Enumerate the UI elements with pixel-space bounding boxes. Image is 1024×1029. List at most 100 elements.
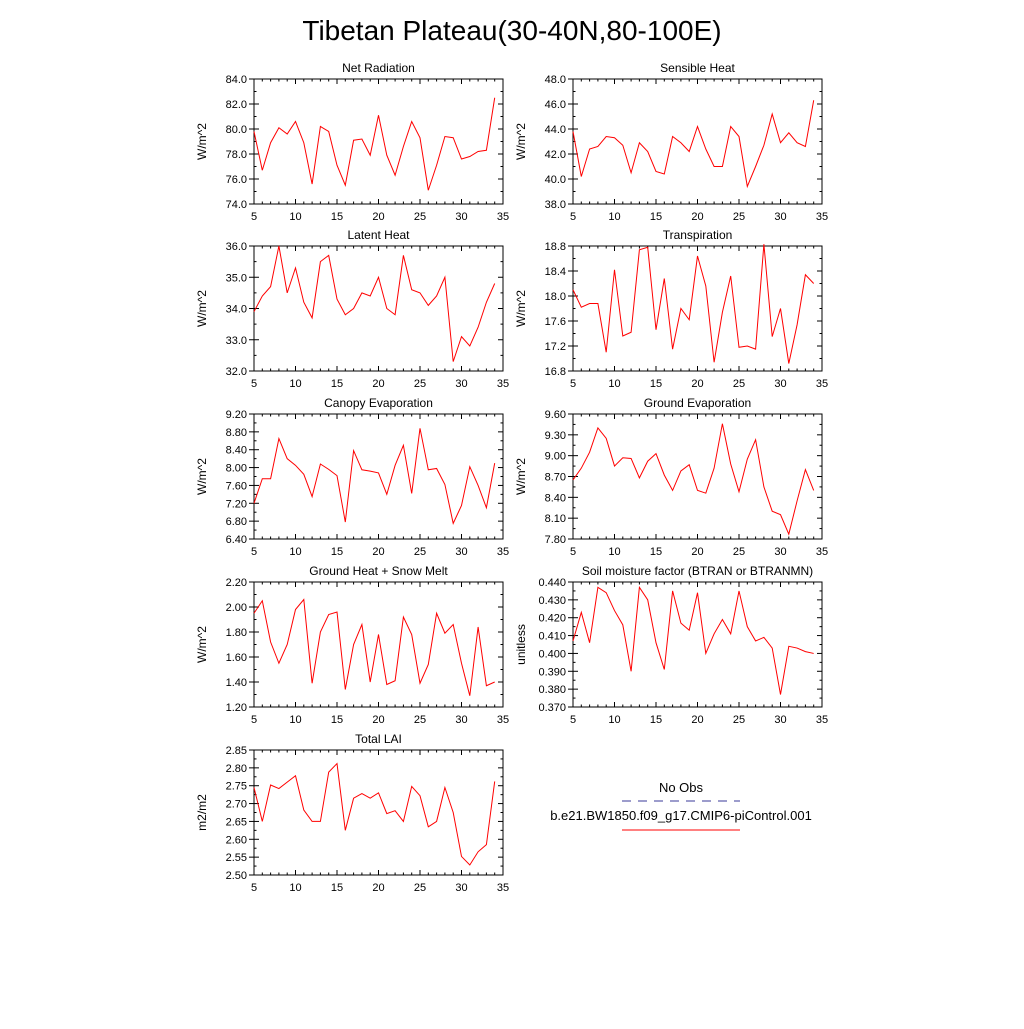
y-tick-label: 0.430 xyxy=(538,595,566,607)
y-axis-label: W/m^2 xyxy=(514,458,528,495)
y-axis-label: unitless xyxy=(514,624,528,665)
y-tick-label: 78.0 xyxy=(226,149,247,161)
y-tick-label: 2.20 xyxy=(226,577,247,589)
x-tick-label: 35 xyxy=(816,378,828,390)
x-tick-label: 20 xyxy=(691,546,703,558)
y-tick-label: 40.0 xyxy=(545,174,566,186)
x-tick-label: 10 xyxy=(289,882,301,894)
x-tick-label: 10 xyxy=(608,211,620,223)
x-tick-label: 35 xyxy=(497,378,509,390)
y-tick-label: 18.0 xyxy=(545,291,566,303)
panel-title: Sensible Heat xyxy=(660,61,735,75)
y-tick-label: 9.30 xyxy=(545,430,566,442)
x-tick-label: 35 xyxy=(816,211,828,223)
series-line xyxy=(572,244,815,364)
x-tick-label: 5 xyxy=(251,546,257,558)
x-tick-label: 5 xyxy=(570,378,576,390)
y-axis-label: W/m^2 xyxy=(195,458,209,495)
y-tick-label: 8.00 xyxy=(226,463,247,475)
x-tick-label: 25 xyxy=(733,378,745,390)
x-tick-label: 25 xyxy=(733,211,745,223)
series-line xyxy=(572,585,814,695)
y-tick-label: 8.10 xyxy=(545,513,566,525)
y-axis-label: W/m^2 xyxy=(514,290,528,327)
x-tick-label: 10 xyxy=(608,714,620,726)
x-tick-label: 30 xyxy=(455,882,467,894)
panel-title: Net Radiation xyxy=(342,61,415,75)
x-tick-label: 20 xyxy=(372,378,384,390)
y-tick-label: 46.0 xyxy=(545,99,566,111)
series-line xyxy=(253,428,496,525)
y-tick-label: 2.75 xyxy=(226,781,247,793)
panel: Total LAI 5 10 15 20 25 30 35 2.50 2.55 2.60 2.65 2.… xyxy=(195,732,509,894)
x-tick-label: 10 xyxy=(289,546,301,558)
y-tick-label: 38.0 xyxy=(545,199,566,211)
y-tick-label: 33.0 xyxy=(226,335,247,347)
x-tick-label: 20 xyxy=(691,211,703,223)
x-tick-label: 20 xyxy=(372,211,384,223)
y-tick-label: 1.60 xyxy=(226,652,247,664)
x-tick-label: 15 xyxy=(650,546,662,558)
x-tick-label: 20 xyxy=(372,546,384,558)
y-tick-label: 7.20 xyxy=(226,498,247,510)
panel-title: Canopy Evaporation xyxy=(324,396,433,410)
y-tick-label: 16.8 xyxy=(545,366,566,378)
y-tick-label: 2.65 xyxy=(226,816,247,828)
series-line xyxy=(253,762,496,866)
y-tick-label: 2.70 xyxy=(226,799,247,811)
x-tick-label: 10 xyxy=(608,378,620,390)
x-tick-label: 5 xyxy=(251,714,257,726)
x-tick-label: 30 xyxy=(774,211,786,223)
y-tick-label: 0.370 xyxy=(538,702,566,714)
x-tick-label: 30 xyxy=(455,211,467,223)
x-tick-label: 5 xyxy=(251,211,257,223)
y-tick-label: 84.0 xyxy=(226,74,247,86)
x-tick-label: 35 xyxy=(497,546,509,558)
x-tick-label: 10 xyxy=(289,211,301,223)
y-tick-label: 0.410 xyxy=(538,631,566,643)
y-tick-label: 42.0 xyxy=(545,149,566,161)
x-tick-label: 35 xyxy=(816,546,828,558)
y-axis-label: W/m^2 xyxy=(195,290,209,327)
y-tick-label: 0.390 xyxy=(538,666,566,678)
y-tick-label: 9.20 xyxy=(226,409,247,421)
panel: Canopy Evaporation 5 10 15 20 25 30 35 6.40 6.80 7… xyxy=(195,396,509,558)
series-line xyxy=(253,97,496,191)
series-line xyxy=(572,100,815,189)
panel: Ground Heat + Snow Melt 5 10 15 20 25 30 35 1.20… xyxy=(195,564,509,726)
y-tick-label: 44.0 xyxy=(545,124,566,136)
x-tick-label: 5 xyxy=(251,378,257,390)
panel-title: Total LAI xyxy=(355,732,402,746)
panel-title: Soil moisture factor (BTRAN or BTRANMN) xyxy=(582,564,813,578)
x-tick-label: 10 xyxy=(289,378,301,390)
y-tick-label: 76.0 xyxy=(226,174,247,186)
y-tick-label: 17.2 xyxy=(545,341,566,353)
x-tick-label: 5 xyxy=(570,211,576,223)
y-tick-label: 2.50 xyxy=(226,870,247,882)
y-tick-label: 2.00 xyxy=(226,602,247,614)
x-tick-label: 30 xyxy=(455,714,467,726)
y-tick-label: 18.4 xyxy=(545,266,566,278)
x-tick-label: 10 xyxy=(289,714,301,726)
panel-title: Ground Evaporation xyxy=(644,396,751,410)
y-tick-label: 35.0 xyxy=(226,272,247,284)
panel: Ground Evaporation 5 10 15 20 25 30 35 7.80 8.10 8… xyxy=(514,396,828,558)
x-tick-label: 15 xyxy=(331,546,343,558)
x-tick-label: 25 xyxy=(414,546,426,558)
y-axis-label: W/m^2 xyxy=(195,123,209,160)
y-tick-label: 2.55 xyxy=(226,852,247,864)
y-tick-label: 1.40 xyxy=(226,677,247,689)
x-tick-label: 15 xyxy=(650,378,662,390)
x-tick-label: 30 xyxy=(455,546,467,558)
y-axis-label: W/m^2 xyxy=(195,626,209,663)
panel: Soil moisture factor (BTRAN or BTRANMN) 5… xyxy=(514,564,828,726)
series-line xyxy=(572,423,815,536)
y-tick-label: 1.20 xyxy=(226,702,247,714)
y-tick-label: 0.400 xyxy=(538,648,566,660)
y-tick-label: 1.80 xyxy=(226,627,247,639)
y-tick-label: 34.0 xyxy=(226,304,247,316)
x-tick-label: 15 xyxy=(331,378,343,390)
x-tick-label: 25 xyxy=(414,211,426,223)
x-tick-label: 20 xyxy=(372,882,384,894)
